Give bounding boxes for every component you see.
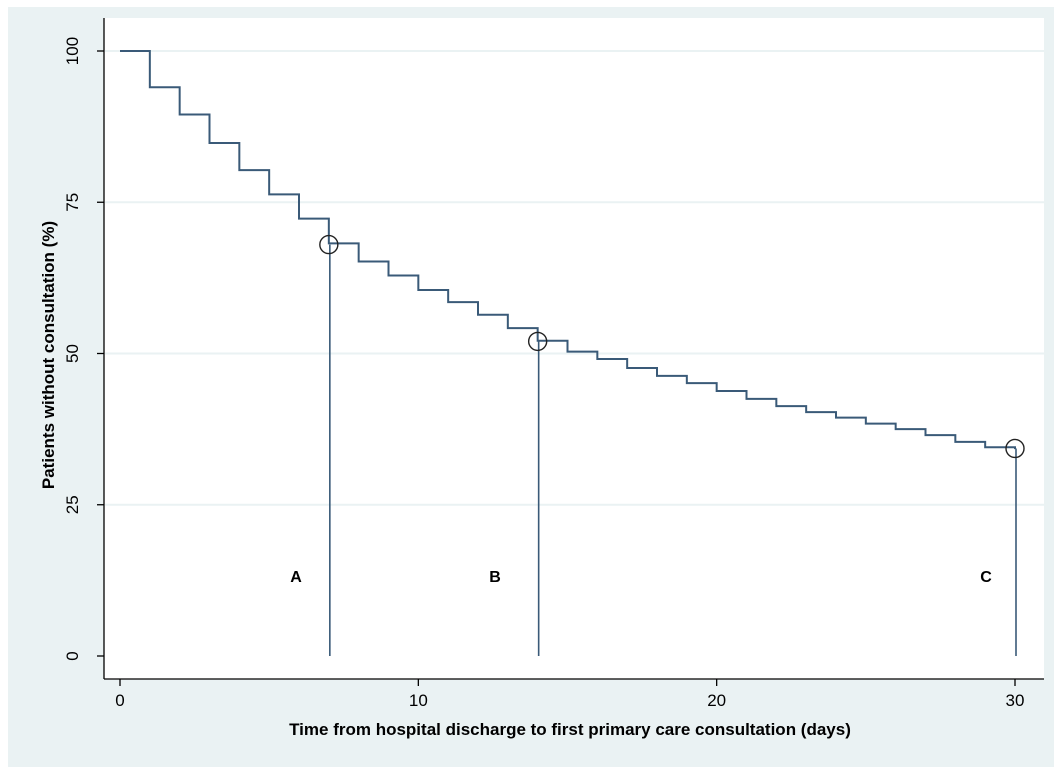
y-tick-label: 25 [63,495,82,514]
y-axis-title: Patients without consultation (%) [39,221,58,489]
tick-marks: 0 25 50 75 100 0 10 20 30 [63,37,1024,710]
survival-curve [120,50,1016,450]
chart-background: 0 25 50 75 100 0 10 20 30 A B C Time from hospital… [8,7,1054,767]
y-tick-label: 100 [63,37,82,65]
x-tick-label: 30 [1006,691,1025,710]
x-tick-label: 20 [707,691,726,710]
marker-circle-a [319,234,339,255]
series-layer [120,50,1016,450]
plot-area [104,18,1044,679]
x-axis-title: Time from hospital discharge to first pr… [289,720,851,739]
marker-label-c: C [980,569,992,586]
marker-label-b: B [489,569,501,586]
gridlines [105,50,1044,506]
annotations: A B C [290,234,1025,656]
axes [103,18,1044,680]
marker-label-a: A [290,569,302,586]
y-tick-label: 0 [63,651,82,660]
y-tick-label: 75 [63,193,82,212]
marker-circle-b [527,331,548,352]
survival-chart: 0 25 50 75 100 0 10 20 30 A B C Time from hospital… [39,18,1044,739]
y-tick-label: 50 [63,344,82,363]
x-tick-label: 10 [409,691,428,710]
x-tick-label: 0 [115,691,124,710]
marker-circle-c [1005,438,1025,459]
